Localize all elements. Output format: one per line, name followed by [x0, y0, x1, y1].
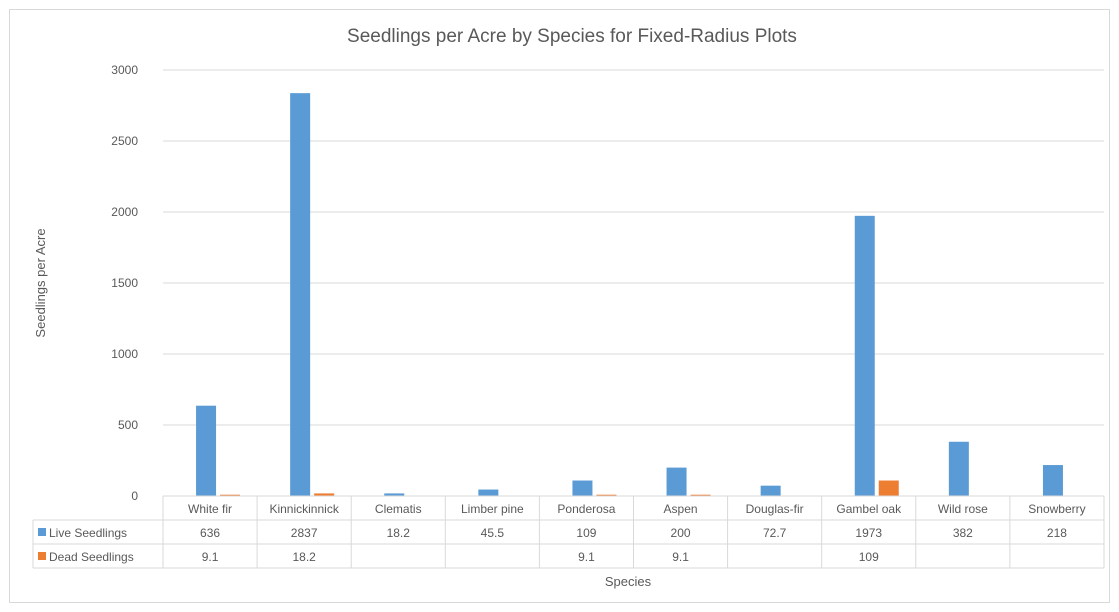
bar	[690, 494, 711, 496]
data-label: 9.1	[202, 550, 219, 564]
legend-label: Live Seedlings	[49, 526, 127, 540]
data-label: 636	[200, 526, 220, 540]
data-label: 109	[859, 550, 879, 564]
x-tick-label: Snowberry	[1028, 502, 1085, 516]
x-tick-label: Limber pine	[461, 502, 524, 516]
bar	[948, 441, 969, 496]
chart-title: Seedlings per Acre by Species for Fixed-…	[347, 26, 797, 47]
y-tick-label: 2000	[111, 205, 138, 219]
bar	[1042, 465, 1063, 496]
bar	[196, 405, 217, 496]
bar	[760, 485, 781, 496]
data-label: 382	[953, 526, 973, 540]
x-tick-label: Aspen	[664, 502, 698, 516]
bar	[666, 467, 687, 496]
data-label: 2837	[291, 526, 318, 540]
y-tick-label: 1500	[111, 276, 138, 290]
y-axis-label: Seedlings per Acre	[33, 228, 48, 337]
data-label: 18.2	[292, 550, 316, 564]
x-tick-label: Douglas-fir	[746, 502, 804, 516]
x-tick-label: Wild rose	[938, 502, 988, 516]
x-tick-label: Clematis	[375, 502, 422, 516]
bar	[290, 93, 311, 497]
bar	[854, 215, 875, 497]
legend-label: Dead Seedlings	[49, 550, 134, 564]
bar	[572, 480, 593, 496]
data-label: 200	[671, 526, 691, 540]
y-tick-label: 500	[118, 418, 138, 432]
bar	[314, 493, 335, 496]
x-tick-label: Gambel oak	[836, 502, 902, 516]
data-label: 109	[576, 526, 596, 540]
data-label: 72.7	[763, 526, 787, 540]
bar	[384, 493, 405, 496]
y-tick-label: 0	[131, 489, 138, 503]
data-label: 9.1	[672, 550, 689, 564]
data-label: 1973	[855, 526, 882, 540]
legend-swatch	[38, 528, 46, 536]
x-tick-label: Kinnickinnick	[269, 502, 339, 516]
bars	[196, 93, 1063, 497]
chart-frame	[9, 9, 1110, 603]
data-label: 218	[1047, 526, 1067, 540]
data-label: 18.2	[387, 526, 411, 540]
bar	[478, 489, 499, 496]
bar	[878, 480, 899, 496]
y-tick-label: 1000	[111, 347, 138, 361]
x-axis-label: Species	[605, 574, 652, 589]
x-tick-label: Ponderosa	[557, 502, 615, 516]
bar	[596, 494, 617, 496]
legend-swatch	[38, 552, 46, 560]
y-tick-labels: 0 500 1000 1500 2000 2500 3000	[111, 63, 138, 503]
y-tick-label: 3000	[111, 63, 138, 77]
bar	[220, 494, 241, 496]
data-label: 9.1	[578, 550, 595, 564]
data-table: White fir Kinnickinnick Clematis Limber pin…	[32, 495, 1105, 569]
data-label: 45.5	[481, 526, 505, 540]
x-tick-label: White fir	[188, 502, 232, 516]
y-tick-label: 2500	[111, 134, 138, 148]
